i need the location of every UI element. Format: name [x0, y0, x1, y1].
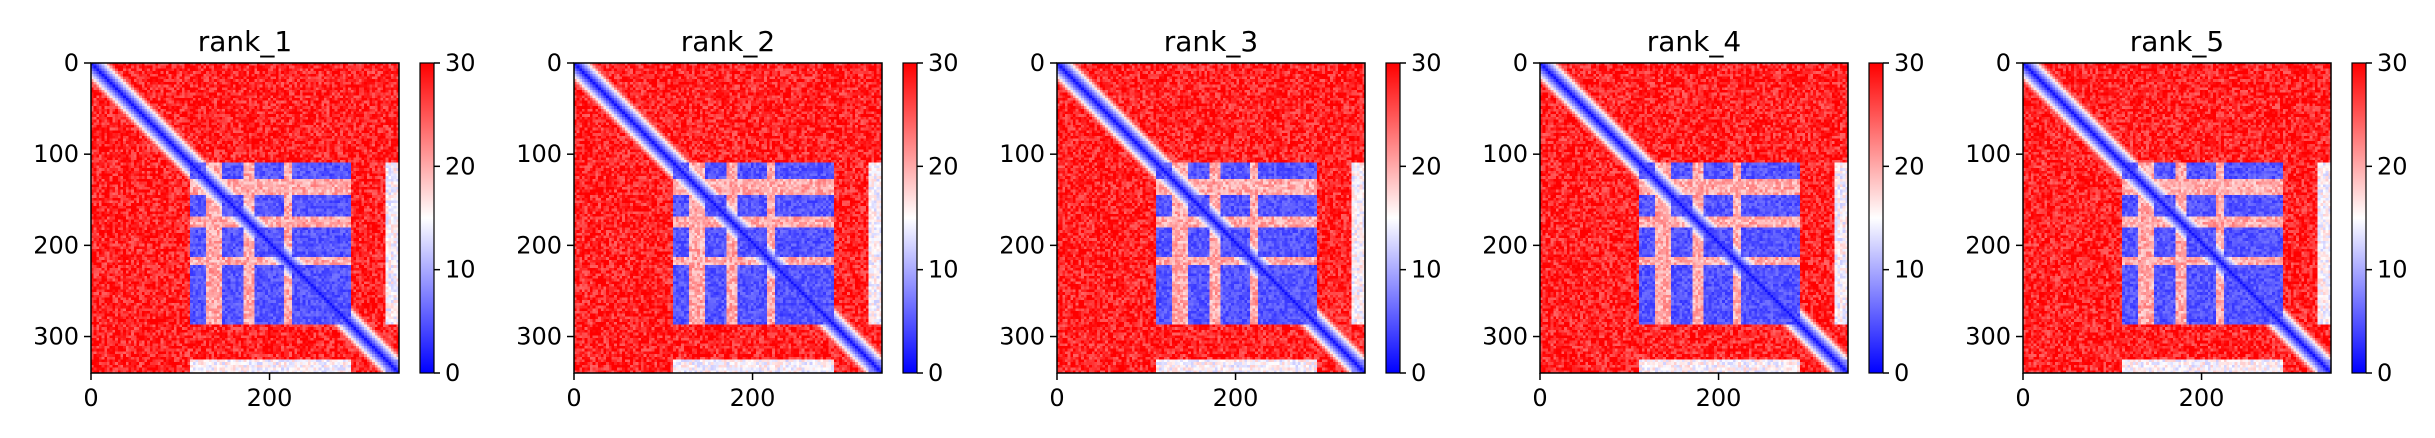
- y-tick-label: 0: [1030, 49, 1045, 77]
- colorbar-tick-label: 30: [2377, 49, 2408, 77]
- colorbar-tick-label: 20: [928, 152, 959, 180]
- x-tick-label: 200: [2179, 384, 2225, 412]
- colorbar-tick-label: 20: [1894, 152, 1925, 180]
- y-tick-label: 200: [999, 231, 1045, 259]
- panel-2: rank_2 0 200 0 100 200 300 0 10 20 30: [516, 25, 958, 412]
- x-tick-label: 0: [566, 384, 581, 412]
- axes-frame: [1056, 62, 1366, 374]
- y-tick-label: 200: [33, 231, 79, 259]
- y-tick-label: 0: [1513, 49, 1528, 77]
- colorbar-tick-label: 0: [2377, 359, 2392, 387]
- x-tick-label: 200: [247, 384, 293, 412]
- colorbar-tick-label: 30: [928, 49, 959, 77]
- colorbar-tick-label: 30: [445, 49, 476, 77]
- colorbar-tick-label: 0: [1411, 359, 1426, 387]
- heatmap-image: [91, 63, 399, 373]
- colorbar-tick-label: 10: [445, 256, 476, 284]
- x-tick-label: 200: [730, 384, 776, 412]
- y-tick-label: 0: [1996, 49, 2011, 77]
- colorbar-tick-label: 10: [2377, 256, 2408, 284]
- heatmap-image: [1540, 63, 1848, 373]
- x-tick-label: 200: [1696, 384, 1742, 412]
- panel-title: rank_5: [2130, 25, 2224, 58]
- y-tick-label: 100: [1965, 140, 2011, 168]
- colorbar-tick-label: 20: [2377, 152, 2408, 180]
- y-tick-label: 100: [999, 140, 1045, 168]
- y-tick-label: 200: [516, 231, 562, 259]
- colorbar-tick-label: 0: [928, 359, 943, 387]
- colorbar: [1385, 62, 1401, 374]
- y-tick-label: 200: [1965, 231, 2011, 259]
- colorbar-tick-label: 30: [1411, 49, 1442, 77]
- y-tick-label: 100: [1482, 140, 1528, 168]
- colorbar-tick-label: 10: [1894, 256, 1925, 284]
- y-tick-label: 0: [64, 49, 79, 77]
- axes-frame: [90, 62, 400, 374]
- axes-frame: [1539, 62, 1849, 374]
- y-tick-label: 300: [1965, 323, 2011, 351]
- colorbar-tick-label: 20: [445, 152, 476, 180]
- panel-title: rank_1: [198, 25, 292, 58]
- panel-title: rank_3: [1164, 25, 1258, 58]
- panel-3: rank_3 0 200 0 100 200 300 0 10 20 30: [999, 25, 1441, 412]
- x-tick-label: 200: [1213, 384, 1259, 412]
- heatmap-image: [574, 63, 882, 373]
- y-tick-label: 100: [516, 140, 562, 168]
- y-tick-label: 0: [547, 49, 562, 77]
- panel-title: rank_2: [681, 25, 775, 58]
- y-tick-label: 300: [999, 323, 1045, 351]
- panel-4: rank_4 0 200 0 100 200 300 0 10 20 30: [1482, 25, 1924, 412]
- colorbar-tick-label: 30: [1894, 49, 1925, 77]
- colorbar: [419, 62, 435, 374]
- colorbar-tick-label: 20: [1411, 152, 1442, 180]
- axes-frame: [2022, 62, 2332, 374]
- colorbar: [902, 62, 918, 374]
- colorbar-tick-label: 10: [928, 256, 959, 284]
- y-tick-label: 300: [516, 323, 562, 351]
- y-tick-label: 300: [1482, 323, 1528, 351]
- colorbar-tick-label: 10: [1411, 256, 1442, 284]
- panel-5: rank_5 0 200 0 100 200 300 0 10 20 30: [1965, 25, 2407, 412]
- colorbar-tick-label: 0: [445, 359, 460, 387]
- panel-1: rank_1 0 200 0 100 200 300 0 10 20 30: [33, 25, 475, 412]
- colorbar: [1868, 62, 1884, 374]
- colorbar-tick-label: 0: [1894, 359, 1909, 387]
- axes-frame: [573, 62, 883, 374]
- colorbar: [2351, 62, 2367, 374]
- y-tick-label: 300: [33, 323, 79, 351]
- x-tick-label: 0: [1049, 384, 1064, 412]
- y-tick-label: 100: [33, 140, 79, 168]
- heatmap-image: [1057, 63, 1365, 373]
- x-tick-label: 0: [83, 384, 98, 412]
- panel-title: rank_4: [1647, 25, 1741, 58]
- heatmap-image: [2023, 63, 2331, 373]
- y-tick-label: 200: [1482, 231, 1528, 259]
- x-tick-label: 0: [1532, 384, 1547, 412]
- x-tick-label: 0: [2015, 384, 2030, 412]
